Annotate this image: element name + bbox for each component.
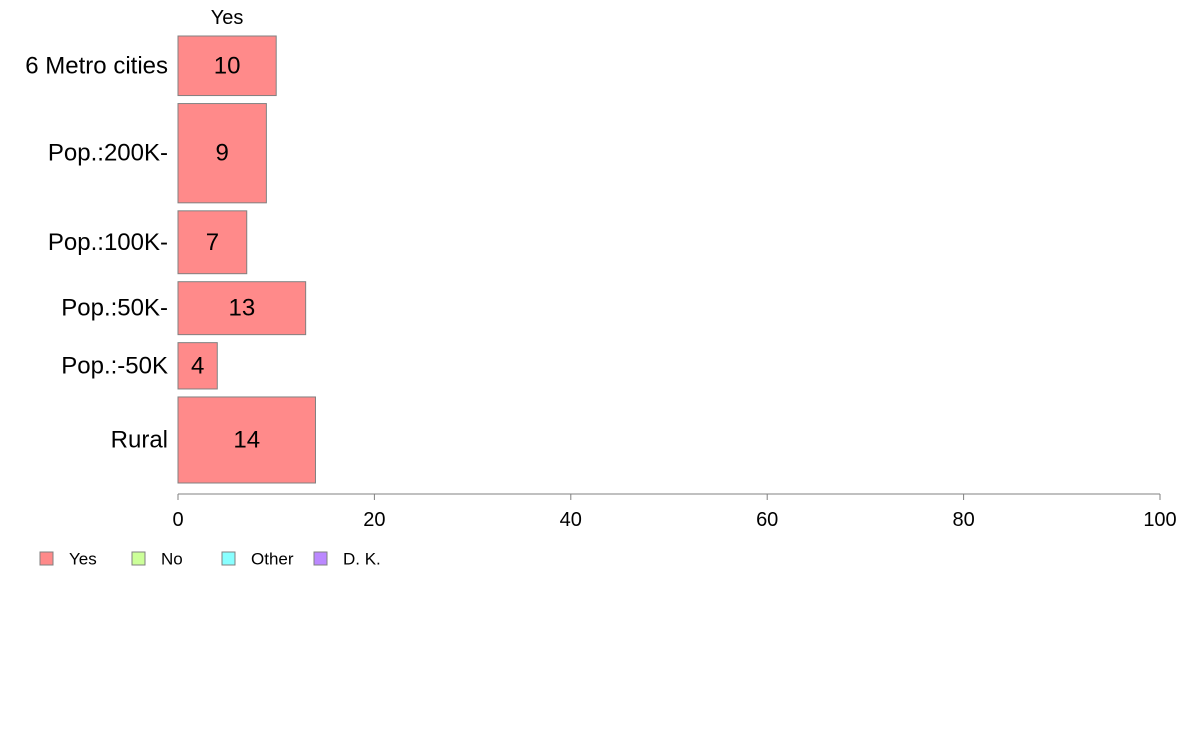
bar-value-label: 9 <box>216 140 229 167</box>
bar-yes <box>177 342 218 390</box>
legend-label: Yes <box>69 550 97 569</box>
bar-yes <box>177 281 307 336</box>
bar-value-label: 7 <box>206 229 219 256</box>
labels-layer: 6 Metro cities 10 Pop.:200K- 9 Pop.:100K- 7 Po… <box>25 7 260 453</box>
bar-value-label: 13 <box>228 295 255 322</box>
legend-swatch <box>39 551 54 566</box>
bar-value-label: 10 <box>214 52 241 79</box>
top-series-label: Yes <box>211 7 244 29</box>
bar-yes <box>177 35 277 97</box>
x-tick-label: 20 <box>363 509 385 531</box>
x-tick-label: 80 <box>952 509 974 531</box>
x-tick-label: 100 <box>1143 509 1176 531</box>
bar-yes <box>177 210 248 275</box>
legend-swatch <box>131 551 146 566</box>
x-tick-label: 60 <box>756 509 778 531</box>
category-label: 6 Metro cities <box>25 52 168 79</box>
x-tick-label: 0 <box>172 509 183 531</box>
x-axis: 0 20 40 60 80 100 <box>172 493 1177 531</box>
category-label: Pop.:50K- <box>61 295 168 322</box>
legend-label: Other <box>251 550 294 569</box>
x-tick-label: 40 <box>560 509 582 531</box>
bar-yes <box>177 103 267 204</box>
legend-swatch <box>313 551 328 566</box>
category-label: Pop.:100K- <box>48 229 168 256</box>
legend-label: D. K. <box>343 550 381 569</box>
category-label: Rural <box>111 426 168 453</box>
category-label: Pop.:-50K <box>61 352 168 379</box>
legend: Yes No Other D. K. <box>39 550 381 569</box>
legend-swatch <box>221 551 236 566</box>
bar-yes <box>177 396 316 484</box>
bar-value-label: 4 <box>191 352 204 379</box>
category-label: Pop.:200K- <box>48 140 168 167</box>
legend-label: No <box>161 550 183 569</box>
bar-value-label: 14 <box>233 426 260 453</box>
bars-layer <box>177 35 316 484</box>
